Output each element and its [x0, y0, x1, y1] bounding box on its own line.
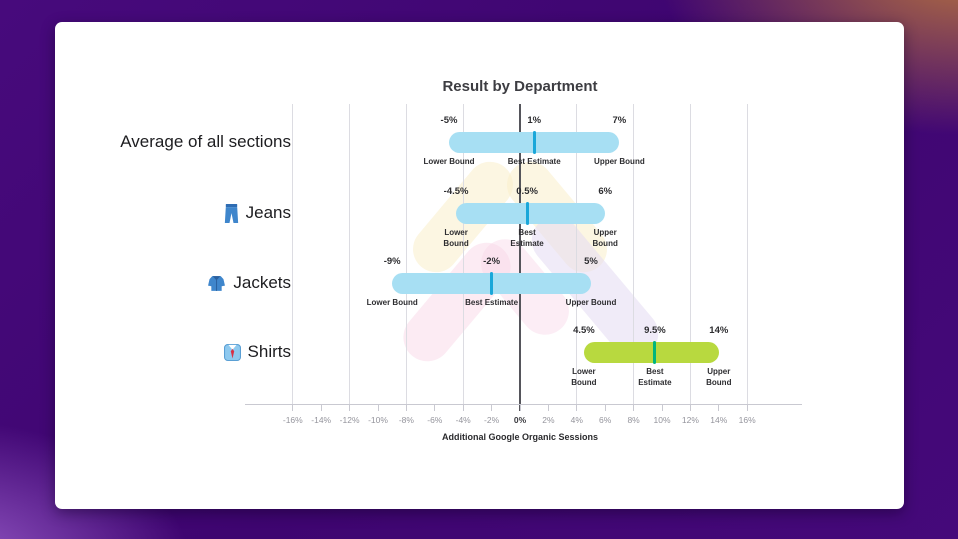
axis-tick: [434, 404, 436, 411]
axis-tick-label: 2%: [542, 415, 555, 425]
chart-card: Result by Department -16% -14% -12% -10% -8%…: [55, 22, 904, 509]
jacket-icon: [207, 275, 226, 292]
gridline: [349, 104, 351, 404]
lower-bound-caption: Lower Bound: [366, 298, 418, 307]
best-estimate-caption: Best Estimate: [638, 367, 672, 387]
axis-tick: [633, 404, 635, 411]
category-label-text: Average of all sections: [120, 132, 291, 151]
upper-bound-caption: Upper Bound: [592, 228, 618, 248]
x-axis-line: [245, 404, 802, 405]
category-label-jackets: Jackets: [207, 270, 291, 296]
gridline: [746, 104, 748, 404]
axis-tick: [377, 404, 379, 411]
axis-tick-label: -2%: [484, 415, 500, 425]
axis-tick-label: 8%: [627, 415, 640, 425]
lower-bound-value: 4.5%: [573, 325, 595, 336]
shirt-icon: [223, 343, 241, 361]
best-estimate-caption: Best Estimate: [507, 157, 561, 166]
range-bar: [583, 341, 719, 363]
axis-tick: [320, 404, 322, 411]
axis-tick: [689, 404, 691, 411]
gridline: [689, 104, 691, 404]
axis-tick-label: 10%: [653, 415, 671, 425]
axis-tick-label: 14%: [710, 415, 728, 425]
axis-tick-label: 16%: [738, 415, 756, 425]
category-label-text: Jeans: [245, 203, 291, 222]
axis-tick-label: 6%: [599, 415, 612, 425]
zero-axis-line: [519, 104, 521, 411]
category-label-jeans: Jeans: [224, 200, 291, 226]
gridline: [462, 104, 464, 404]
jeans-icon: [224, 203, 239, 223]
axis-tick: [718, 404, 720, 411]
x-axis-title: Additional Google Organic Sessions: [441, 432, 599, 442]
axis-tick: [746, 404, 748, 411]
axis-tick: [661, 404, 663, 411]
best-estimate-value: 1%: [527, 115, 542, 126]
upper-bound-caption: Upper Bound: [565, 298, 617, 307]
axis-tick: [604, 404, 606, 411]
category-label-shirts: Shirts: [223, 339, 291, 365]
axis-tick: [405, 404, 407, 411]
category-label-average-of-all-sections: Average of all sections: [120, 129, 291, 155]
gridline: [576, 104, 578, 404]
axis-tick-label: -16%: [282, 415, 303, 425]
axis-tick-label: -10%: [368, 415, 388, 425]
upper-bound-caption: Upper Bound: [594, 157, 645, 166]
upper-bound-value: 6%: [598, 186, 613, 197]
upper-bound-value: 14%: [709, 325, 729, 336]
axis-tick: [519, 404, 521, 411]
gridline: [292, 104, 294, 404]
axis-tick: [547, 404, 549, 411]
axis-tick-label: 12%: [681, 415, 699, 425]
best-estimate-marker: [653, 340, 657, 364]
best-estimate-caption: Best Estimate: [465, 298, 519, 307]
axis-tick: [349, 404, 351, 411]
axis-tick-label: -8%: [398, 415, 414, 425]
lower-bound-value: -4.5%: [443, 186, 469, 197]
best-estimate-marker: [490, 271, 494, 295]
category-label-text: Shirts: [247, 342, 291, 361]
best-estimate-marker: [532, 130, 536, 154]
best-estimate-value: 0.5%: [516, 186, 538, 197]
axis-tick-label: -12%: [339, 415, 360, 425]
axis-tick: [292, 404, 294, 411]
axis-tick-label: 0%: [513, 415, 527, 425]
gridline: [633, 104, 635, 404]
axis-tick-label: -6%: [427, 415, 443, 425]
range-bar: [456, 202, 606, 224]
lower-bound-value: -5%: [440, 115, 458, 126]
lower-bound-value: -9%: [383, 256, 401, 267]
upper-bound-value: 5%: [584, 256, 598, 267]
lower-bound-caption: Lower Bound: [443, 228, 469, 248]
plot-area: -16% -14% -12% -10% -8% -6% -4% -2% 0% 2% 4% 6% 8% 10…: [55, 22, 904, 509]
chart-title: Result by Department: [442, 78, 598, 95]
axis-tick-label: 4%: [570, 415, 583, 425]
axis-tick: [462, 404, 464, 411]
upper-bound-value: 7%: [612, 115, 627, 126]
best-estimate-value: -2%: [483, 256, 501, 267]
best-estimate-caption: Best Estimate: [510, 228, 544, 248]
axis-tick: [576, 404, 578, 411]
axis-tick-label: -14%: [311, 415, 332, 425]
axis-tick: [491, 404, 493, 411]
lower-bound-caption: Lower Bound: [423, 157, 475, 166]
category-label-text: Jackets: [233, 273, 291, 292]
best-estimate-marker: [525, 201, 529, 225]
upper-bound-caption: Upper Bound: [706, 367, 732, 387]
best-estimate-value: 9.5%: [644, 325, 666, 336]
axis-tick-label: -4%: [455, 415, 471, 425]
gridline: [405, 104, 407, 404]
lower-bound-caption: Lower Bound: [571, 367, 597, 387]
